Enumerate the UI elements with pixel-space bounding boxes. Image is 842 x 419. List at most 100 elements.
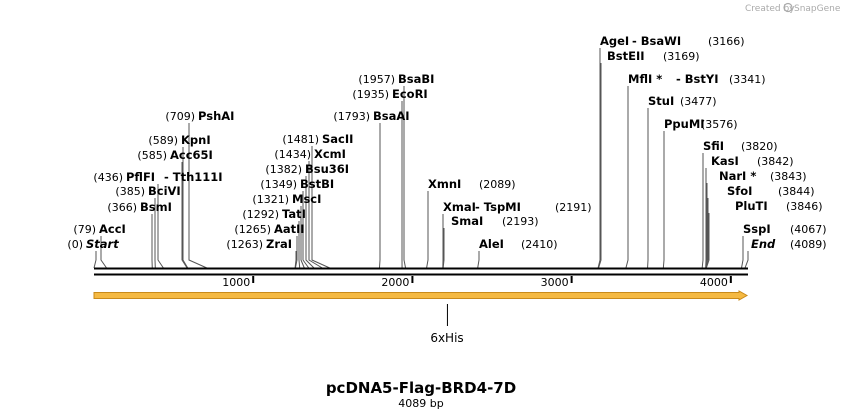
site-name: KpnI [181,133,211,147]
site-position: (1292) [242,208,279,221]
site-leader-alei [477,251,480,269]
site-agei[interactable]: AgeI - BsaWI (3166) [600,34,745,48]
plasmid-title: pcDNA5-Flag-BRD4-7D [326,379,516,397]
site-bsteii[interactable]: BstEII (3169) [607,49,700,63]
site-leader-bsteii [598,63,602,269]
site-leader-agei [597,48,601,269]
site-position: (1265) [234,223,271,236]
site-aatii[interactable]: (1265) AatII [234,222,304,236]
site-leader-sfii [701,153,704,269]
site-pluti[interactable]: PluTI (3846) [735,199,823,213]
site-position: (2191) [555,201,592,214]
site-nari[interactable]: NarI * (3843) [719,169,807,183]
site-position: (1793) [333,110,370,123]
site-name: EcoRI [392,87,428,101]
site-mfli[interactable]: MflI * - BstYI (3341) [628,72,766,86]
site-tati[interactable]: (1292) TatI [242,207,305,221]
site-bsaai[interactable]: (1793) BsaAI [333,109,409,123]
site-pshai[interactable]: (709) PshAI [165,109,234,123]
site-bcivi[interactable]: (385) BciVI [115,184,180,198]
site-sfoi[interactable]: SfoI (3844) [727,184,815,198]
site-alei[interactable]: AleI (2410) [479,237,558,251]
site-ecori[interactable]: (1935) EcoRI [352,87,427,101]
site-name: ZraI [266,237,292,251]
site-name: BstEII [607,49,645,63]
site-ppumi[interactable]: PpuMI(3576) [664,117,738,131]
ruler-tick-label: 1000 [222,276,250,289]
snapgene-logo-icon [783,2,793,13]
site-leader-lines [93,48,749,269]
site-name: Acc65I [170,148,213,162]
site-bsmi[interactable]: (366) BsmI [107,200,171,214]
site-position: (3846) [786,200,823,213]
site-position: (366) [107,201,137,214]
site-name: SmaI [451,214,483,228]
site-leader-start [93,251,97,269]
site-leader-sfoi [705,198,709,269]
site-leader-bsu36i [305,176,315,269]
feature-arrow[interactable] [93,290,749,301]
site-leader-pluti [705,213,710,269]
site-position: (2089) [479,178,516,191]
site-bstbi[interactable]: (1349) BstBI [260,177,334,191]
site-name: NarI * [719,169,756,183]
watermark-prefix: Created by [745,4,795,14]
site-name-extra: - BsaWI [632,34,681,48]
site-name: Start [86,237,119,251]
site-leader-sacii [311,146,330,269]
site-position: (0) [67,238,83,251]
site-leader-end [744,251,749,269]
site-leader-xmni [426,191,429,269]
site-end[interactable]: End (4089) [751,237,827,251]
site-sspi[interactable]: SspI (4067) [743,222,827,236]
site-position: (3842) [757,155,794,168]
site-stui[interactable]: StuI (3477) [648,94,717,108]
site-xcmi[interactable]: (1434) XcmI [274,147,346,161]
site-kpni[interactable]: (589) KpnI [148,133,210,147]
site-position: (3576) [701,118,738,131]
site-name: SspI [743,222,771,236]
site-position: (3166) [708,35,745,48]
site-leader-zrai [294,251,297,269]
site-position: (2410) [521,238,558,251]
site-bsu36i[interactable]: (1382) Bsu36I [265,162,349,176]
site-name: PflFI [126,170,155,184]
site-smai[interactable]: SmaI (2193) [451,214,539,228]
site-sacii[interactable]: (1481) SacII [282,132,353,146]
feature-6xhis[interactable]: 6xHis [93,290,749,345]
site-name: BciVI [148,184,181,198]
site-position: (1481) [282,133,319,146]
site-labels: (0) Start(79) AccI (366) BsmI (385) BciVI(436)… [67,34,826,251]
site-name: BstBI [300,177,334,191]
site-kasi[interactable]: KasI (3842) [711,154,794,168]
site-name: AleI [479,237,504,251]
site-leader-msci [300,206,305,269]
site-position: (2193) [502,215,539,228]
site-acci[interactable]: (79) AccI [73,222,125,236]
site-name: XmnI [428,177,461,191]
site-leader-acci [100,236,107,269]
site-name: XmaI [443,200,476,214]
site-bsabi[interactable]: (1957) BsaBI [358,72,434,86]
site-position: (3169) [663,50,700,63]
site-pflfi[interactable]: (436) PflFI - Tth111I [93,170,222,184]
site-name: AccI [99,222,126,236]
site-name: BsaAI [373,109,410,123]
site-xmni[interactable]: XmnI (2089) [428,177,516,191]
site-zrai[interactable]: (1263) ZraI [226,237,292,251]
site-position: (3844) [778,185,815,198]
site-msci[interactable]: (1321) MscI [252,192,321,206]
site-leader-aatii [294,236,298,269]
site-position: (1263) [226,238,263,251]
site-start[interactable]: (0) Start [67,237,119,251]
site-sfii[interactable]: SfiI (3820) [703,139,778,153]
site-name: BsaBI [398,72,434,86]
site-acc65i[interactable]: (585) Acc65I [137,148,212,162]
site-name: KasI [711,154,739,168]
site-leader-sspi [741,236,744,269]
site-name: StuI [648,94,674,108]
site-position: (385) [115,185,145,198]
site-xmai[interactable]: XmaI - TspMI (2191) [443,200,592,214]
site-position: (3477) [680,95,717,108]
